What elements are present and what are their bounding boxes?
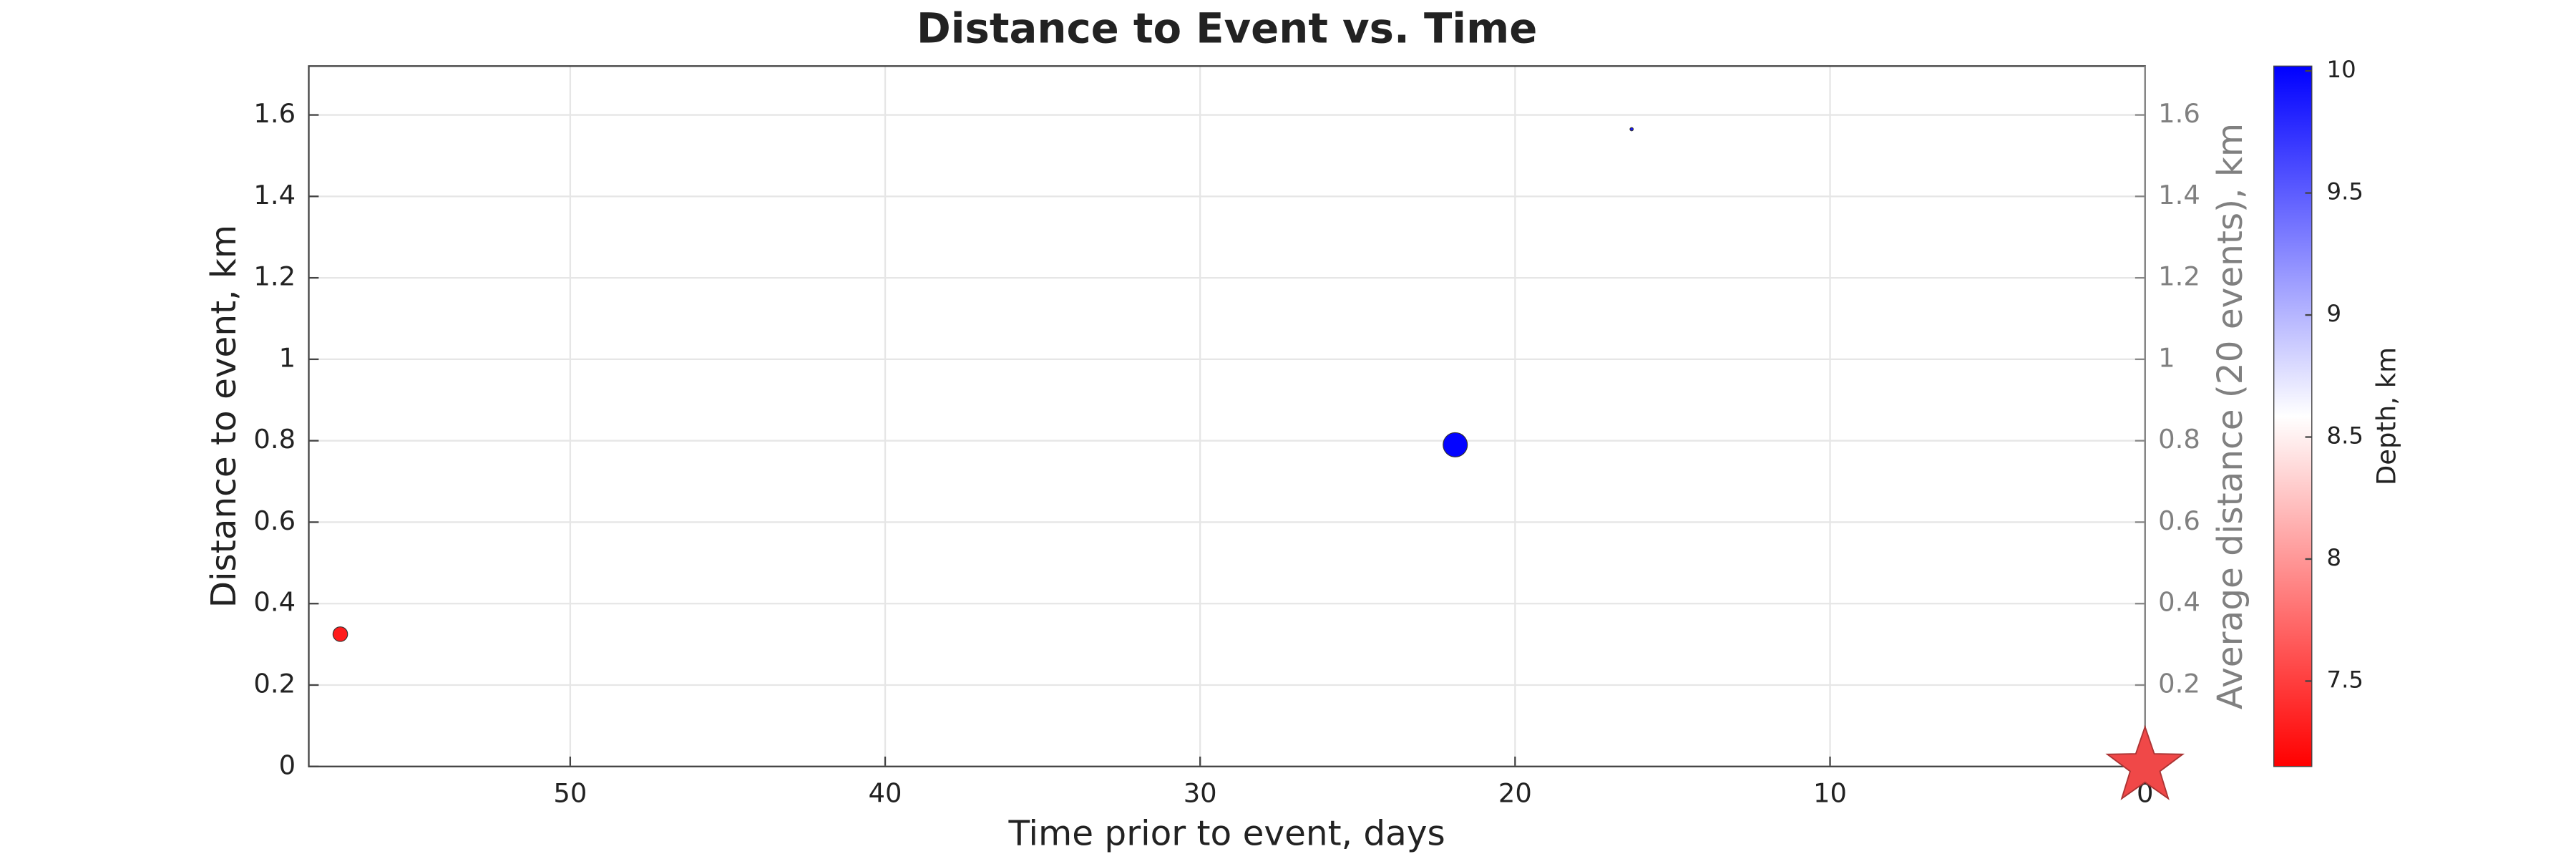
y2-tick-label: 1.6	[2158, 98, 2200, 129]
y-tick-label: 1.2	[253, 261, 296, 292]
y2-tick-label: 1.2	[2158, 261, 2200, 292]
y2-axis-label: Average distance (20 events), km	[2210, 123, 2250, 709]
colorbar-label: Depth, km	[2371, 347, 2401, 485]
colorbar-tick-label: 7.5	[2327, 666, 2363, 693]
mainshock-star	[2105, 724, 2185, 800]
x-tick-label: 30	[1184, 778, 1217, 809]
x-tick-label: 20	[1498, 778, 1532, 809]
x-axis-label: Time prior to event, days	[1008, 814, 1445, 854]
y-tick-label: 0.2	[253, 668, 296, 699]
colorbar-tick-label: 8	[2327, 544, 2342, 571]
x-tick-label: 10	[1813, 778, 1847, 809]
colorbar	[2273, 65, 2313, 767]
y2-tick-label: 1.4	[2158, 180, 2200, 210]
event-point	[1443, 432, 1468, 457]
y2-tick-label: 1	[2158, 342, 2175, 373]
y-tick-label: 0.6	[253, 505, 296, 536]
y-tick-label: 1.4	[253, 180, 296, 210]
y-tick-label: 0.8	[253, 424, 296, 455]
y-axis-label: Distance to event, km	[204, 225, 244, 608]
event-point	[1629, 127, 1634, 132]
y2-tick-label: 0.6	[2158, 505, 2200, 536]
y2-tick-label: 0.2	[2158, 668, 2200, 699]
y-tick-label: 1	[279, 342, 296, 373]
colorbar-tick-label: 9	[2327, 300, 2342, 327]
colorbar-tick-label: 8.5	[2327, 422, 2363, 450]
y-tick-label: 1.6	[253, 98, 296, 129]
event-point	[332, 626, 348, 642]
y-tick-label: 0	[279, 749, 296, 780]
y2-tick-label: 0.8	[2158, 424, 2200, 455]
colorbar-tick-label: 10	[2327, 56, 2356, 83]
x-tick-label: 40	[869, 778, 902, 809]
colorbar-tick-label: 9.5	[2327, 178, 2363, 205]
y2-tick-label: 0.4	[2158, 587, 2200, 618]
y-tick-label: 0.4	[253, 587, 296, 618]
chart-title: Distance to Event vs. Time	[917, 4, 1537, 52]
x-tick-label: 50	[553, 778, 587, 809]
